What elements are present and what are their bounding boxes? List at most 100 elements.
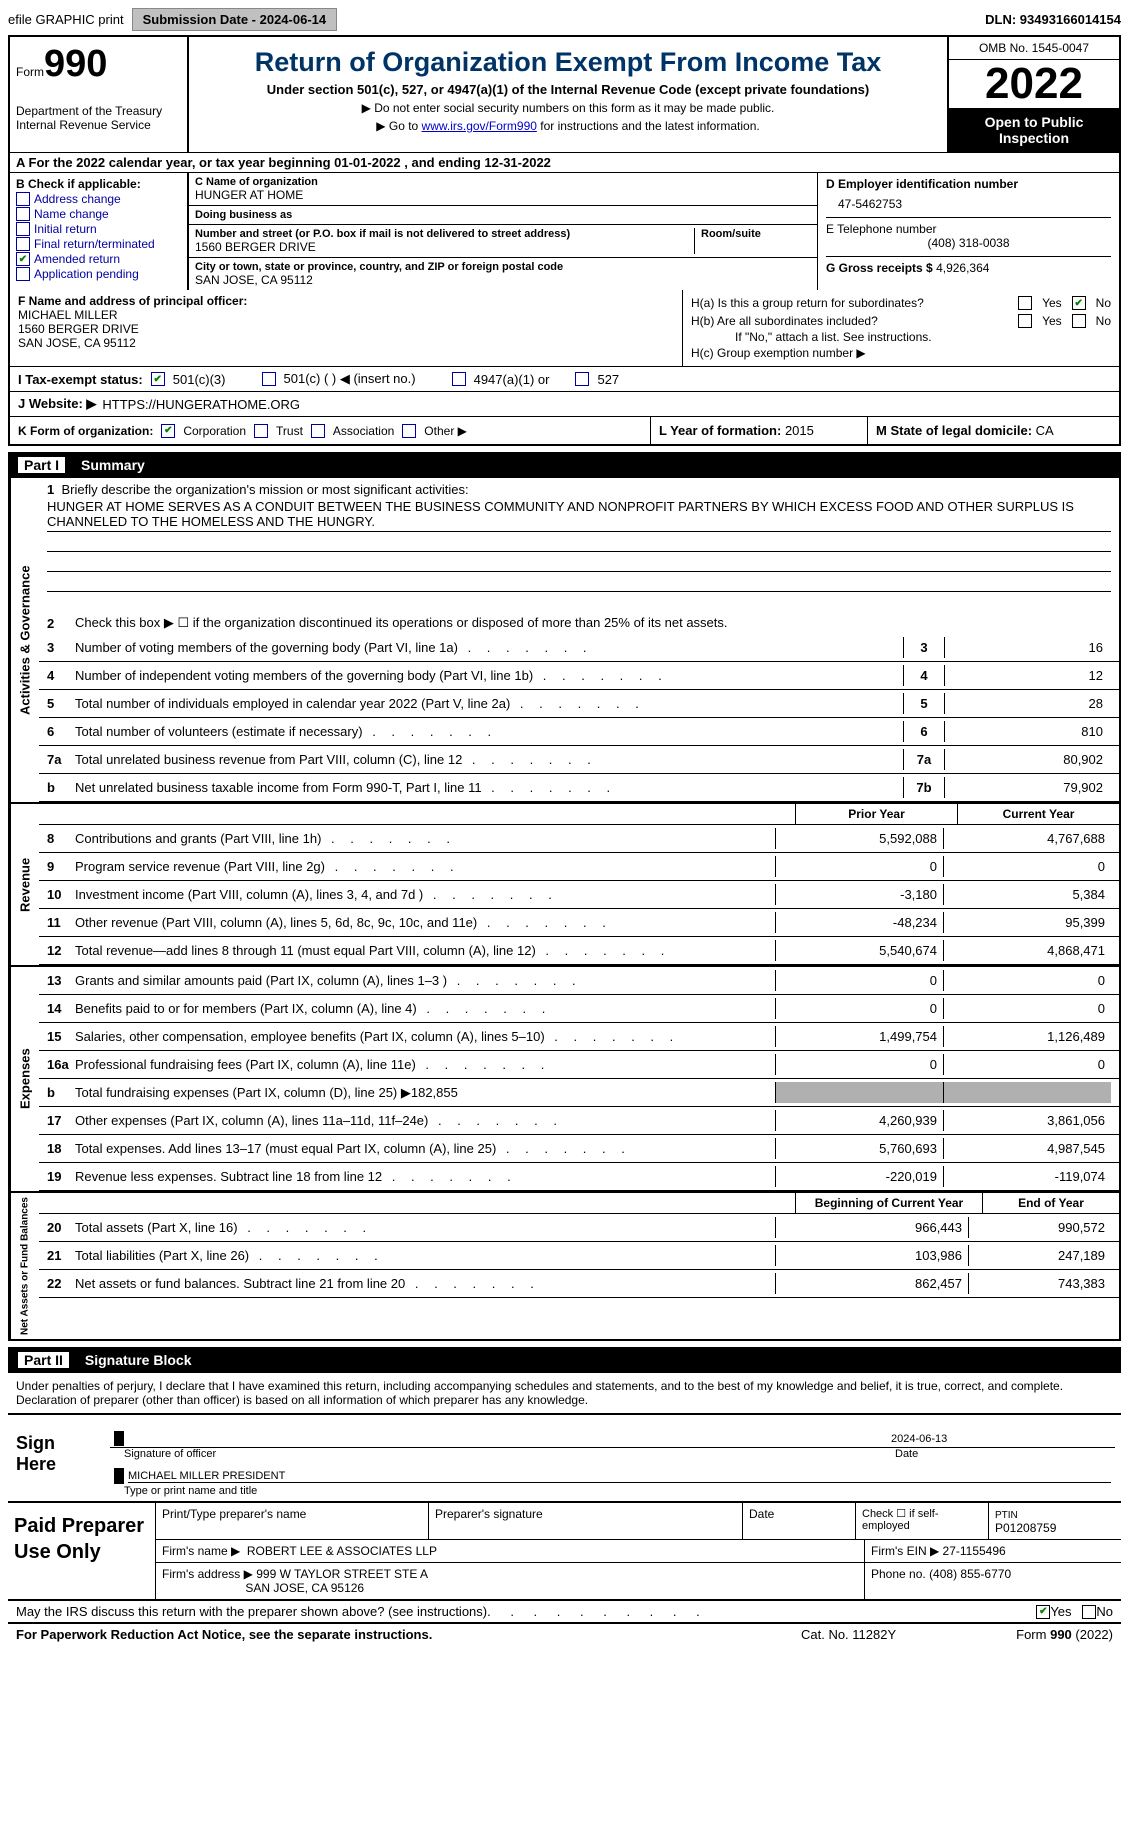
sign-here: Sign Here — [8, 1415, 104, 1501]
ha-yes[interactable] — [1018, 296, 1032, 310]
addr: 1560 BERGER DRIVE — [195, 240, 694, 254]
line-11: 11Other revenue (Part VIII, column (A), … — [39, 909, 1119, 937]
open-inspection: Open to Public Inspection — [949, 108, 1119, 152]
chk-527[interactable] — [575, 372, 589, 386]
paid-prep-title: Paid Preparer Use Only — [8, 1503, 156, 1599]
line-22: 22Net assets or fund balances. Subtract … — [39, 1270, 1119, 1298]
line-20: 20Total assets (Part X, line 16)966,4439… — [39, 1214, 1119, 1242]
chk-501c[interactable] — [262, 372, 276, 386]
line-b: bTotal fundraising expenses (Part IX, co… — [39, 1079, 1119, 1107]
dln-label: DLN: 93493166014154 — [985, 12, 1121, 27]
paperwork-note: For Paperwork Reduction Act Notice, see … — [16, 1627, 432, 1642]
sign-here-section: Sign Here 2024-06-13 Signature of office… — [8, 1415, 1121, 1503]
omb-number: OMB No. 1545-0047 — [949, 37, 1119, 60]
checkbox-amended-return[interactable]: ✔Amended return — [16, 252, 181, 266]
chk-4947[interactable] — [452, 372, 466, 386]
chk-corp[interactable]: ✔ — [161, 424, 175, 438]
ha-label: H(a) Is this a group return for subordin… — [691, 296, 1012, 310]
tax-status-label: I Tax-exempt status: — [18, 372, 143, 387]
mission-text: HUNGER AT HOME SERVES AS A CONDUIT BETWE… — [47, 497, 1111, 532]
hdr-curr: Current Year — [957, 804, 1119, 824]
note-link: ▶ Go to www.irs.gov/Form990 for instruct… — [199, 119, 937, 133]
gross: 4,926,364 — [936, 261, 989, 275]
line-19: 19Revenue less expenses. Subtract line 1… — [39, 1163, 1119, 1191]
line-10: 10Investment income (Part VIII, column (… — [39, 881, 1119, 909]
officer-label: F Name and address of principal officer: — [18, 294, 247, 308]
chk-501c3[interactable]: ✔ — [151, 372, 165, 386]
dba-label: Doing business as — [195, 209, 811, 221]
line-9: 9Program service revenue (Part VIII, lin… — [39, 853, 1119, 881]
officer-name: MICHAEL MILLER — [18, 308, 674, 322]
row-a-period: A For the 2022 calendar year, or tax yea… — [8, 152, 1121, 173]
discuss-no[interactable] — [1082, 1605, 1096, 1619]
checkbox-application-pending[interactable]: Application pending — [16, 267, 181, 281]
discuss-yes[interactable]: ✔ — [1036, 1605, 1050, 1619]
form-header: Form990 Department of the Treasury Inter… — [8, 35, 1121, 152]
hb-note: If "No," attach a list. See instructions… — [691, 330, 1111, 344]
line-15: 15Salaries, other compensation, employee… — [39, 1023, 1119, 1051]
summary-line-3: 3Number of voting members of the governi… — [39, 634, 1119, 662]
sig-declaration: Under penalties of perjury, I declare th… — [8, 1373, 1121, 1415]
form-number: 990 — [44, 43, 107, 85]
topbar: efile GRAPHIC print Submission Date - 20… — [8, 8, 1121, 31]
line-16a: 16aProfessional fundraising fees (Part I… — [39, 1051, 1119, 1079]
checkbox-address-change[interactable]: Address change — [16, 192, 181, 206]
org-name-label: C Name of organization — [195, 176, 811, 188]
paid-preparer-section: Paid Preparer Use Only Print/Type prepar… — [8, 1503, 1121, 1601]
officer-section: F Name and address of principal officer:… — [8, 290, 1121, 367]
form-org-label: K Form of organization: — [18, 424, 153, 438]
row-j: J Website: ▶ HTTPS://HUNGERATHOME.ORG — [8, 392, 1121, 417]
city-label: City or town, state or province, country… — [195, 261, 811, 273]
tab-activities: Activities & Governance — [10, 478, 39, 802]
part1-header: Part I Summary — [8, 452, 1121, 478]
summary-line-b: bNet unrelated business taxable income f… — [39, 774, 1119, 802]
website-url: HTTPS://HUNGERATHOME.ORG — [102, 397, 300, 412]
line-12: 12Total revenue—add lines 8 through 11 (… — [39, 937, 1119, 965]
room-label: Room/suite — [701, 228, 811, 240]
line-8: 8Contributions and grants (Part VIII, li… — [39, 825, 1119, 853]
addr-label: Number and street (or P.O. box if mail i… — [195, 228, 694, 240]
tab-expenses: Expenses — [10, 967, 39, 1191]
summary-line-4: 4Number of independent voting members of… — [39, 662, 1119, 690]
hdr-prior: Prior Year — [795, 804, 957, 824]
website-label: J Website: ▶ — [18, 396, 96, 412]
hc-label: H(c) Group exemption number ▶ — [691, 346, 1111, 360]
submission-date-btn[interactable]: Submission Date - 2024-06-14 — [132, 8, 338, 31]
line-21: 21Total liabilities (Part X, line 26)103… — [39, 1242, 1119, 1270]
officer-addr2: SAN JOSE, CA 95112 — [18, 336, 674, 350]
checkbox-label: B Check if applicable: — [16, 177, 181, 191]
line-14: 14Benefits paid to or for members (Part … — [39, 995, 1119, 1023]
checkbox-final-return-terminated[interactable]: Final return/terminated — [16, 237, 181, 251]
discuss-line: May the IRS discuss this return with the… — [8, 1601, 1121, 1622]
ein-label: D Employer identification number — [826, 177, 1111, 191]
hdr-boy: Beginning of Current Year — [795, 1193, 982, 1213]
chk-assoc[interactable] — [311, 424, 325, 438]
chk-other[interactable] — [402, 424, 416, 438]
hb-no[interactable] — [1072, 314, 1086, 328]
org-name: HUNGER AT HOME — [195, 188, 811, 202]
summary-line-6: 6Total number of volunteers (estimate if… — [39, 718, 1119, 746]
city: SAN JOSE, CA 95112 — [195, 273, 811, 287]
hb-yes[interactable] — [1018, 314, 1032, 328]
summary-line-5: 5Total number of individuals employed in… — [39, 690, 1119, 718]
line-13: 13Grants and similar amounts paid (Part … — [39, 967, 1119, 995]
chk-trust[interactable] — [254, 424, 268, 438]
gross-label: G Gross receipts $ — [826, 261, 933, 275]
form-ref: Form 990 (2022) — [1016, 1627, 1113, 1642]
ein: 47-5462753 — [826, 191, 1111, 211]
checkbox-name-change[interactable]: Name change — [16, 207, 181, 221]
tab-netassets: Net Assets or Fund Balances — [10, 1193, 39, 1339]
ha-no[interactable]: ✔ — [1072, 296, 1086, 310]
irs-link[interactable]: www.irs.gov/Form990 — [422, 119, 537, 133]
phone: (408) 318-0038 — [826, 236, 1111, 250]
summary-line-7a: 7aTotal unrelated business revenue from … — [39, 746, 1119, 774]
dept-label: Department of the Treasury Internal Reve… — [16, 104, 181, 133]
mission-box: 1 1 Briefly describe the organization's … — [39, 478, 1119, 612]
efile-label: efile GRAPHIC print — [8, 12, 124, 27]
hb-label: H(b) Are all subordinates included? — [691, 314, 1012, 328]
line2: Check this box ▶ ☐ if the organization d… — [75, 615, 1111, 631]
cat-no: Cat. No. 11282Y — [801, 1627, 896, 1642]
phone-label: E Telephone number — [826, 222, 1111, 236]
line-18: 18Total expenses. Add lines 13–17 (must … — [39, 1135, 1119, 1163]
checkbox-initial-return[interactable]: Initial return — [16, 222, 181, 236]
